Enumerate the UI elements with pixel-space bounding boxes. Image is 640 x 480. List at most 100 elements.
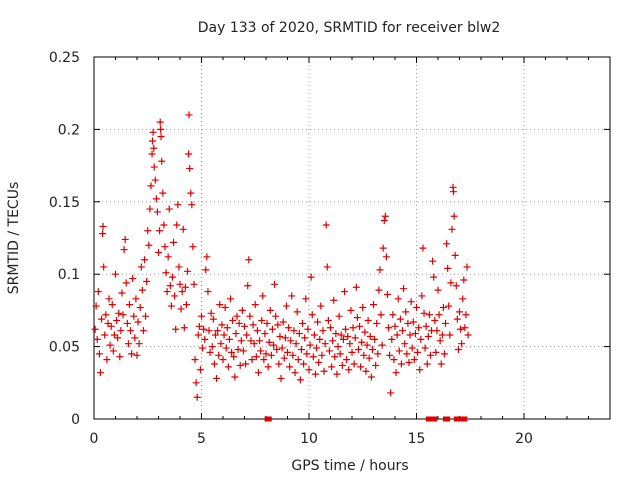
data-point xyxy=(294,356,302,364)
data-point xyxy=(385,324,393,332)
data-point xyxy=(327,324,334,332)
data-point xyxy=(462,311,470,319)
data-point xyxy=(414,348,422,356)
data-point xyxy=(425,311,433,319)
data-point xyxy=(190,280,198,288)
data-point xyxy=(94,288,102,296)
data-point xyxy=(309,353,317,361)
data-point xyxy=(302,295,310,303)
data-point xyxy=(125,301,133,309)
data-point xyxy=(149,128,157,136)
data-point xyxy=(165,205,173,213)
data-point xyxy=(138,286,146,294)
data-point xyxy=(448,225,456,233)
data-point xyxy=(459,295,467,303)
data-point xyxy=(146,205,154,213)
data-point xyxy=(100,263,108,271)
data-point xyxy=(232,330,240,338)
data-point xyxy=(456,308,463,316)
data-point xyxy=(236,361,244,369)
data-point xyxy=(195,322,203,330)
data-point xyxy=(357,363,365,371)
data-point xyxy=(134,318,142,326)
data-point xyxy=(124,340,132,348)
data-point xyxy=(310,331,318,339)
data-point xyxy=(242,360,250,368)
data-point xyxy=(352,283,360,291)
data-point xyxy=(215,351,223,359)
data-point xyxy=(453,315,461,323)
data-point xyxy=(101,331,109,339)
data-point xyxy=(342,325,350,333)
zero-level-marker xyxy=(445,416,451,422)
data-point xyxy=(264,363,272,371)
data-point xyxy=(443,240,451,248)
data-point xyxy=(113,317,121,325)
data-point xyxy=(107,322,115,330)
x-axis-label: GPS time / hours xyxy=(291,458,408,474)
data-point xyxy=(285,324,293,332)
data-point xyxy=(91,325,99,333)
data-point xyxy=(420,309,428,317)
data-point xyxy=(170,238,178,246)
data-point xyxy=(397,360,405,368)
data-point xyxy=(449,188,457,196)
data-point xyxy=(122,279,130,287)
data-point xyxy=(330,296,338,304)
data-point xyxy=(202,266,210,274)
chart-title: Day 133 of 2020, SRMTID for receiver blw… xyxy=(198,20,501,36)
data-point xyxy=(191,356,199,364)
y-axis-label: SRMTID / TECUs xyxy=(6,182,22,295)
data-point xyxy=(105,295,113,303)
data-point xyxy=(153,208,161,216)
data-point xyxy=(151,176,159,184)
data-point xyxy=(411,330,419,338)
data-point xyxy=(234,345,242,353)
data-point xyxy=(204,288,212,296)
data-point xyxy=(303,350,311,358)
data-point xyxy=(130,312,138,320)
data-point xyxy=(176,280,184,288)
data-point xyxy=(162,269,170,277)
data-point xyxy=(333,370,341,378)
y-tick-label: 0.05 xyxy=(49,340,80,356)
data-point xyxy=(152,195,160,203)
data-point xyxy=(366,332,374,340)
data-point xyxy=(446,331,454,339)
data-point xyxy=(406,331,414,339)
data-point xyxy=(157,125,165,133)
y-tick-label: 0.25 xyxy=(49,50,80,66)
data-point xyxy=(368,345,376,353)
zero-level-marker xyxy=(462,416,468,422)
data-point xyxy=(267,351,275,359)
data-point xyxy=(93,335,101,343)
data-point xyxy=(184,267,192,275)
data-point xyxy=(389,311,397,319)
data-point xyxy=(293,308,301,316)
data-point xyxy=(350,360,358,368)
data-point xyxy=(452,282,460,290)
x-tick-label: 20 xyxy=(515,431,533,447)
data-point xyxy=(270,341,278,349)
data-point xyxy=(376,266,384,274)
data-point xyxy=(386,351,394,359)
y-tick-label: 0 xyxy=(71,412,80,428)
data-point xyxy=(291,369,299,377)
data-point xyxy=(382,253,390,261)
data-point xyxy=(180,324,188,332)
data-point xyxy=(95,350,103,358)
data-point xyxy=(156,118,164,126)
data-points xyxy=(91,111,472,422)
data-point xyxy=(160,221,168,229)
data-point xyxy=(463,263,471,271)
data-point xyxy=(268,325,276,333)
data-point xyxy=(319,327,327,335)
data-point xyxy=(128,350,136,358)
data-point xyxy=(132,295,140,303)
data-point xyxy=(206,348,214,356)
data-point xyxy=(251,301,259,309)
data-point xyxy=(186,164,194,172)
data-point xyxy=(417,335,425,343)
data-point xyxy=(394,295,402,303)
data-point xyxy=(307,273,315,281)
